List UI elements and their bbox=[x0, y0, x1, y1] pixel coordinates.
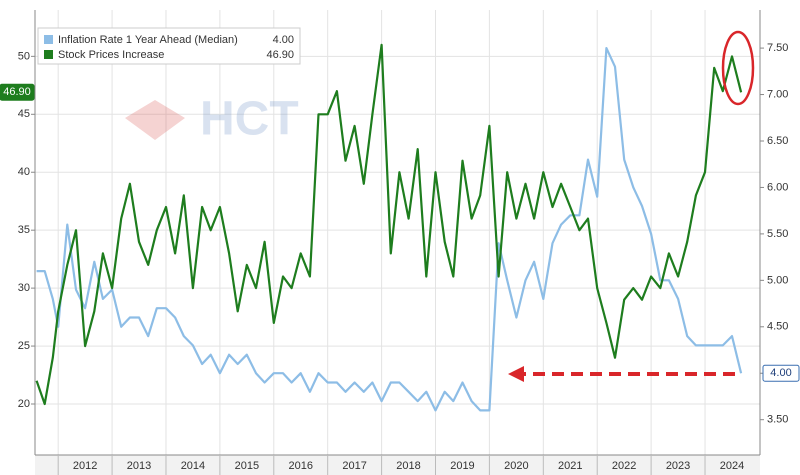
x-tick-label: 2017 bbox=[342, 460, 366, 472]
x-tick-label: 2024 bbox=[720, 460, 744, 472]
y-tick-label: 35 bbox=[18, 224, 30, 236]
y-tick-label: 40 bbox=[18, 166, 30, 178]
series-line bbox=[35, 43, 743, 406]
y2-tick-label: 5.00 bbox=[767, 274, 788, 286]
last-value-label: 4.00 bbox=[770, 367, 791, 379]
x-tick-label: 2023 bbox=[666, 460, 690, 472]
y-tick-label: 25 bbox=[18, 340, 30, 352]
x-tick-label: 2019 bbox=[450, 460, 474, 472]
x-tick-label: 2021 bbox=[558, 460, 582, 472]
legend-box bbox=[37, 27, 301, 65]
y2-tick-label: 4.50 bbox=[767, 321, 788, 333]
annotation-circle bbox=[721, 30, 755, 106]
x-tick-label: 2020 bbox=[504, 460, 528, 472]
x-tick-label: 2014 bbox=[181, 460, 205, 472]
x-tick-label: 2013 bbox=[127, 460, 151, 472]
last-value-box bbox=[762, 364, 800, 382]
last-value-label: 46.90 bbox=[3, 86, 31, 98]
last-value-box bbox=[0, 83, 35, 101]
grid bbox=[35, 10, 760, 455]
legend-swatch bbox=[44, 35, 53, 44]
y2-tick-label: 7.50 bbox=[767, 42, 788, 54]
y2-tick-label: 6.50 bbox=[767, 135, 788, 147]
y2-tick-label: 5.50 bbox=[767, 228, 788, 240]
y-tick-label: 20 bbox=[18, 398, 30, 410]
legend-value: 46.90 bbox=[266, 49, 294, 61]
watermark: HCT bbox=[200, 93, 299, 146]
annotation-arrow bbox=[508, 366, 735, 382]
plot-area bbox=[35, 43, 743, 412]
legend: Inflation Rate 1 Year Ahead (Median) 4.0… bbox=[37, 27, 301, 65]
series-line bbox=[36, 47, 743, 412]
y2-tick-label: 6.00 bbox=[767, 181, 788, 193]
y-tick-label: 50 bbox=[18, 50, 30, 62]
x-tick-label: 2015 bbox=[235, 460, 259, 472]
x-tick-label: 2012 bbox=[73, 460, 97, 472]
watermark-logo: HCT bbox=[125, 93, 299, 146]
legend-value: 4.00 bbox=[273, 34, 294, 46]
y-tick-label: 45 bbox=[18, 108, 30, 120]
legend-swatch bbox=[44, 50, 53, 59]
x-tick-label: 2022 bbox=[612, 460, 636, 472]
x-tick-label: 2018 bbox=[396, 460, 420, 472]
y2-tick-label: 3.50 bbox=[767, 414, 788, 426]
y2-tick-label: 7.00 bbox=[767, 88, 788, 100]
legend-label: Stock Prices Increase bbox=[58, 49, 164, 61]
x-tick-label: 2016 bbox=[289, 460, 313, 472]
y-tick-label: 30 bbox=[18, 282, 30, 294]
x-axis-band bbox=[35, 455, 760, 475]
legend-label: Inflation Rate 1 Year Ahead (Median) bbox=[58, 34, 238, 46]
